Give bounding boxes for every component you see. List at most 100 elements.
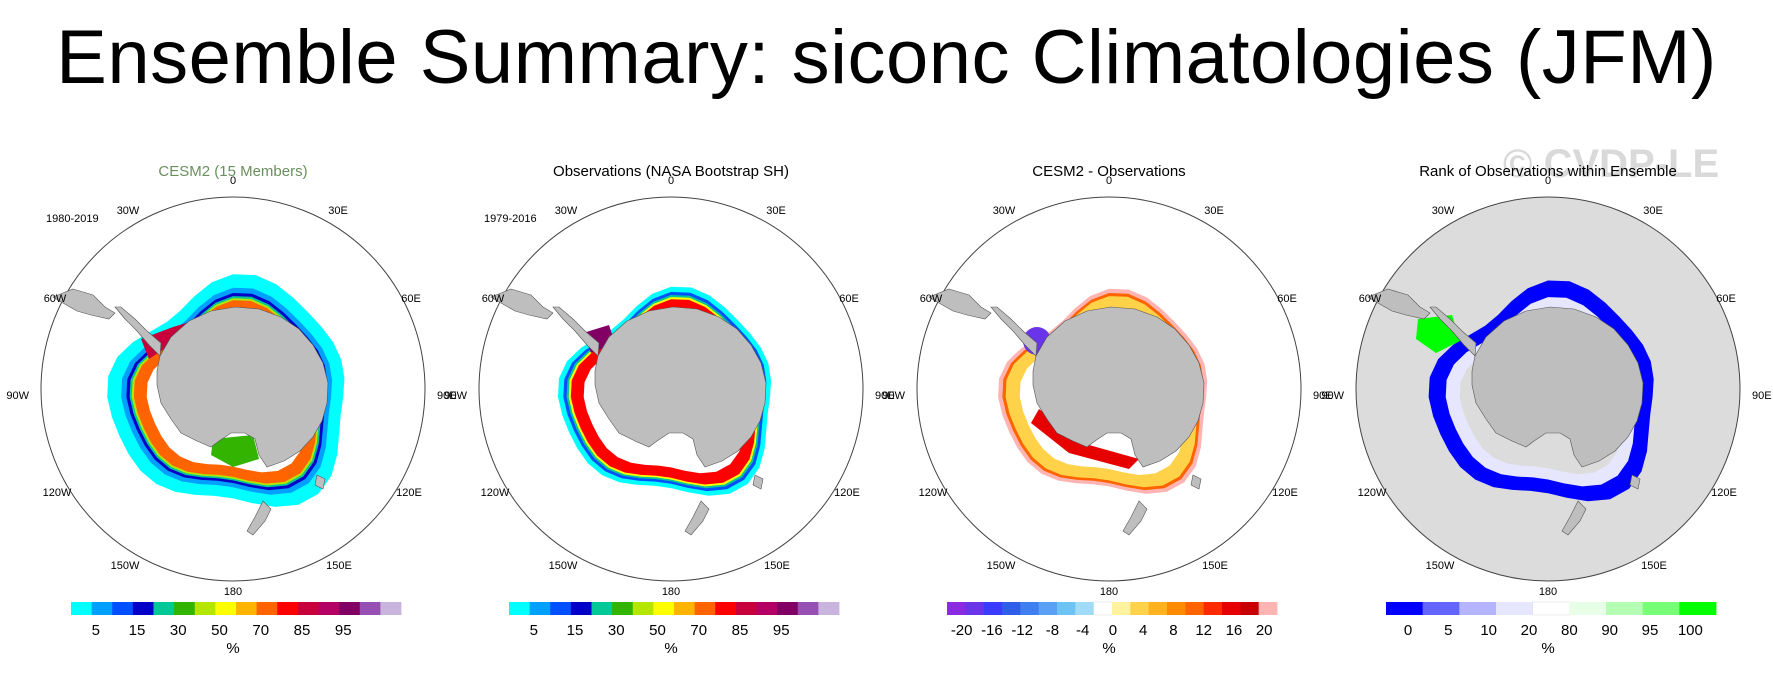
longitude-label: 90E: [1313, 390, 1333, 402]
longitude-label: 60E: [1716, 293, 1736, 305]
colorbar-tick-label: 4: [1139, 622, 1147, 639]
colorbar-swatch: [1167, 602, 1186, 615]
colorbar-swatch: [1258, 602, 1278, 615]
colorbar-tick-label: 5: [92, 622, 100, 639]
colorbar-swatch: [1496, 602, 1534, 615]
longitude-label: 60E: [1277, 293, 1297, 305]
longitude-label: 120W: [1358, 487, 1387, 499]
colorbar-swatch: [1422, 602, 1460, 615]
antarctica-landmass: [1429, 306, 1477, 357]
longitude-label: 120W: [43, 487, 72, 499]
colorbar-swatch: [236, 602, 258, 615]
new-zealand-landmass: [1190, 474, 1202, 490]
colorbar-tick-label: 0: [1404, 622, 1412, 639]
colorbar-swatch: [318, 602, 340, 615]
longitude-label: 90W: [1321, 390, 1344, 402]
colorbar-swatch: [1038, 602, 1058, 615]
antarctica-landmass: [1471, 306, 1644, 468]
colorbar-tick-label: 5: [1444, 622, 1452, 639]
new-zealand-landmass: [752, 474, 764, 490]
longitude-label: 150E: [326, 560, 352, 572]
longitude-label: 30E: [766, 205, 786, 217]
colorbar-tick-label: -4: [1076, 622, 1089, 639]
longitude-label: 30W: [117, 205, 140, 217]
colorbar-swatch: [947, 602, 966, 615]
panel-title: Observations (NASA Bootstrap SH): [553, 163, 789, 180]
new-zealand-landmass: [314, 474, 326, 490]
antarctica-landmass: [1032, 306, 1205, 468]
colorbar-swatch: [71, 602, 93, 615]
colorbar-swatch: [1642, 602, 1680, 615]
colorbar-swatch: [1386, 602, 1424, 615]
longitude-label: 120E: [834, 487, 860, 499]
colorbar-swatch: [91, 602, 113, 615]
longitude-label: 120W: [919, 487, 948, 499]
longitude-label: 180: [224, 586, 242, 598]
colorbar-tick-label: 95: [335, 622, 352, 639]
colorbar-tick-label: 70: [690, 622, 707, 639]
south-america-landmass: [1367, 288, 1431, 320]
colorbar-swatch: [529, 602, 551, 615]
page-title: Ensemble Summary: siconc Climatologies (…: [56, 15, 1717, 100]
colorbar-swatch: [570, 602, 592, 615]
colorbar-unit-label: %: [226, 640, 239, 657]
ice-field-patch: [211, 435, 259, 467]
colorbar-unit-label: %: [1102, 640, 1115, 657]
longitude-label: 60W: [44, 293, 67, 305]
new-zealand-landmass: [1561, 500, 1587, 536]
panel-title: Rank of Observations within Ensemble: [1419, 163, 1677, 180]
south-america-landmass: [52, 288, 116, 320]
colorbar-swatch: [735, 602, 757, 615]
longitude-label: 30E: [1204, 205, 1224, 217]
colorbar-swatch: [194, 602, 216, 615]
colorbar-swatch: [1148, 602, 1168, 615]
longitude-label: 30W: [555, 205, 578, 217]
colorbar-swatch: [1002, 602, 1021, 615]
longitude-label: 120E: [1272, 487, 1298, 499]
colorbar-tick-label: 15: [129, 622, 146, 639]
colorbar-swatch: [1569, 602, 1607, 615]
longitude-label: 120W: [481, 487, 510, 499]
colorbar-swatch: [1057, 602, 1076, 615]
colorbar-swatch: [818, 602, 840, 615]
colorbar-tick-label: 80: [1561, 622, 1578, 639]
colorbar-swatch: [715, 602, 737, 615]
colorbar-tick-label: 16: [1226, 622, 1243, 639]
new-zealand-landmass: [246, 500, 272, 536]
longitude-label: 30W: [993, 205, 1016, 217]
longitude-label: 30W: [1432, 205, 1455, 217]
longitude-label: 90E: [1752, 390, 1772, 402]
antarctica-landmass: [156, 306, 329, 468]
colorbar-swatch: [674, 602, 696, 615]
colorbar-swatch: [1240, 602, 1260, 615]
colorbar-swatch: [1459, 602, 1497, 615]
colorbar-swatch: [112, 602, 134, 615]
colorbar-tick-label: 90: [1601, 622, 1618, 639]
colorbar-tick-label: 95: [773, 622, 790, 639]
colorbar-swatch: [1093, 601, 1113, 616]
colorbar-swatch: [591, 602, 613, 615]
longitude-label: 60W: [482, 293, 505, 305]
colorbar-unit-label: %: [664, 640, 677, 657]
colorbar-swatch: [277, 602, 299, 615]
colorbar-swatch: [965, 602, 985, 615]
colorbar-tick-label: 8: [1169, 622, 1177, 639]
longitude-label: 150W: [549, 560, 578, 572]
watermark: © CVDP-LE: [1503, 142, 1720, 186]
colorbar-swatch: [632, 602, 654, 615]
new-zealand-landmass: [684, 500, 710, 536]
period-label: 1980-2019: [46, 213, 99, 225]
longitude-label: 180: [1100, 586, 1118, 598]
colorbar-swatch: [1222, 602, 1241, 615]
colorbar-tick-label: 85: [294, 622, 311, 639]
period-label: 1979-2016: [484, 213, 537, 225]
map-panel: CESM2 - Observations030E60E90E120E150E18…: [882, 163, 1332, 657]
colorbar-swatch: [694, 602, 716, 615]
longitude-label: 90W: [444, 390, 467, 402]
colorbar-unit-label: %: [1541, 640, 1554, 657]
longitude-label: 120E: [396, 487, 422, 499]
longitude-label: 30E: [1643, 205, 1663, 217]
antarctica-landmass: [552, 306, 600, 357]
colorbar-swatch: [359, 602, 381, 615]
longitude-label: 150W: [111, 560, 140, 572]
